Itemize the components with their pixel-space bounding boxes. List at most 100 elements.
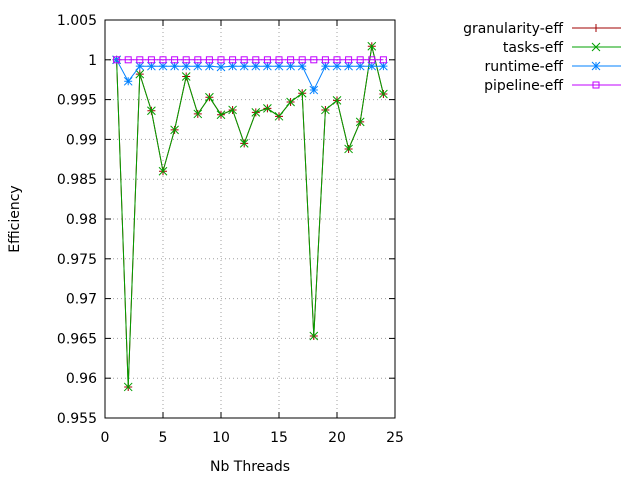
y-tick-label: 0.965 (57, 331, 97, 347)
star-marker (367, 61, 377, 71)
star-marker (228, 61, 237, 71)
y-tick-label: 0.975 (57, 252, 97, 268)
square-marker (229, 56, 237, 64)
series-tasks-eff (112, 41, 388, 392)
star-marker (181, 61, 191, 71)
y-tick-label: 0.995 (57, 93, 97, 109)
cross-marker (379, 89, 388, 99)
star-marker (263, 61, 272, 71)
star-marker (332, 61, 342, 71)
square-marker (159, 56, 167, 64)
cross-marker (321, 105, 330, 115)
cross-marker (228, 105, 237, 115)
star-marker (286, 61, 295, 71)
star-marker (205, 61, 214, 71)
y-tick-label: 1.005 (57, 13, 97, 29)
square-marker (205, 56, 213, 64)
star-marker (193, 61, 203, 71)
axes: 0.955 0.96 0.965 0.97 0.975 0.98 0.985 0.99 0.99… (57, 13, 404, 446)
cross-marker (309, 331, 319, 341)
cross-marker (205, 92, 214, 102)
x-tick-label: 15 (270, 430, 288, 446)
square-marker (287, 56, 295, 64)
cross-marker (147, 106, 156, 116)
series-line (116, 46, 384, 388)
cross-marker (332, 96, 342, 105)
x-tick-label: 5 (159, 430, 168, 446)
square-marker (136, 56, 144, 64)
legend: granularity-eff tasks-eff runtime-eff pipel… (463, 21, 621, 94)
y-tick-label: 1 (88, 53, 97, 69)
square-marker (321, 56, 329, 64)
y-tick-label: 0.99 (66, 132, 97, 148)
cross-marker (591, 42, 601, 52)
square-marker (194, 56, 202, 64)
series-group (112, 41, 388, 392)
plus-marker (592, 24, 600, 32)
cross-marker (367, 41, 377, 51)
square-marker (252, 56, 260, 64)
square-marker (171, 56, 179, 64)
x-tick-label: 0 (101, 430, 110, 446)
square-marker (147, 56, 155, 64)
star-marker (309, 85, 319, 95)
cross-marker (286, 97, 295, 107)
plot-border (104, 19, 396, 419)
square-marker (124, 56, 132, 64)
y-tick-label: 0.96 (66, 371, 97, 387)
legend-label: granularity-eff (463, 21, 563, 37)
star-marker (251, 61, 261, 71)
series-runtime-eff (112, 55, 388, 95)
x-tick-label: 20 (328, 430, 346, 446)
legend-label: tasks-eff (503, 40, 563, 56)
square-marker (263, 56, 271, 64)
series-line (116, 46, 384, 388)
cross-marker (355, 117, 365, 127)
star-marker (274, 61, 284, 71)
star-marker (344, 61, 353, 71)
cross-marker (274, 111, 284, 121)
cross-marker (263, 104, 272, 113)
series-pipeline-eff (113, 56, 387, 64)
star-marker (123, 76, 133, 86)
star-marker (147, 61, 156, 71)
y-tick-label: 0.955 (57, 411, 97, 427)
cross-marker (193, 109, 203, 119)
square-marker (298, 56, 306, 64)
star-marker (216, 62, 226, 72)
square-marker (113, 56, 121, 64)
y-axis-label: Efficiency (7, 185, 23, 252)
cross-marker (216, 110, 226, 120)
star-marker (591, 61, 601, 71)
cross-marker (297, 88, 307, 98)
y-tick-label: 0.98 (66, 212, 97, 228)
square-marker (368, 56, 376, 64)
square-marker (345, 56, 353, 64)
square-marker (592, 81, 600, 89)
square-marker (275, 56, 283, 64)
square-marker (182, 56, 190, 64)
square-marker (333, 56, 341, 64)
cross-marker (135, 69, 145, 79)
square-marker (379, 56, 387, 64)
star-marker (135, 61, 145, 71)
cross-marker (158, 166, 168, 176)
square-marker (310, 56, 318, 64)
legend-label: runtime-eff (485, 59, 564, 75)
legend-label: pipeline-eff (484, 78, 563, 94)
cross-marker (251, 107, 261, 117)
cross-marker (170, 125, 179, 135)
cross-marker (344, 144, 353, 154)
y-tick-label: 0.985 (57, 172, 97, 188)
x-axis-label: Nb Threads (210, 459, 290, 475)
star-marker (170, 61, 179, 71)
star-marker (379, 61, 388, 71)
grid (105, 20, 395, 418)
cross-marker (181, 72, 191, 81)
square-marker (217, 56, 225, 64)
star-marker (297, 61, 307, 71)
series-line (116, 59, 384, 92)
star-marker (158, 61, 168, 71)
square-marker (356, 56, 364, 64)
